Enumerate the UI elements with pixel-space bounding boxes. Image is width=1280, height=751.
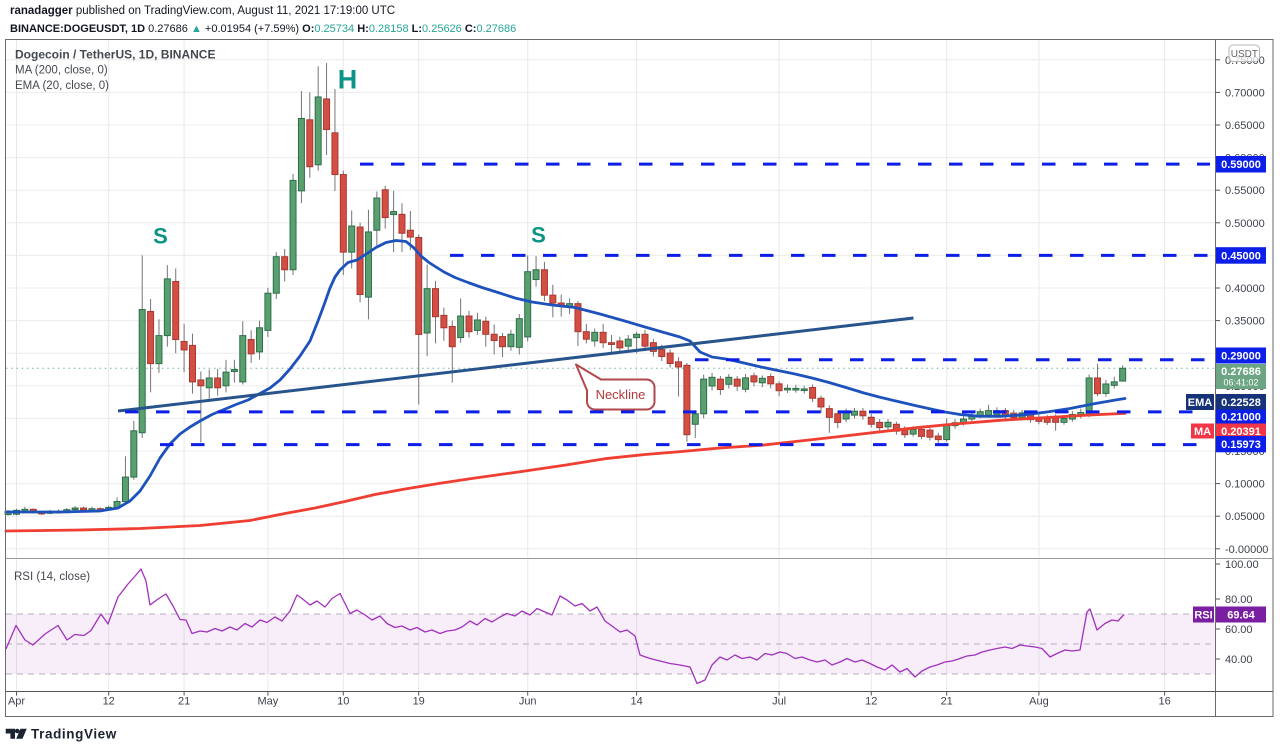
svg-text:0.10000: 0.10000 — [1225, 479, 1265, 491]
svg-text:0.40000: 0.40000 — [1225, 283, 1265, 295]
svg-text:0.59000: 0.59000 — [1221, 159, 1261, 171]
svg-text:21: 21 — [941, 696, 953, 708]
svg-text:Apr: Apr — [8, 696, 25, 708]
svg-text:Aug: Aug — [1029, 696, 1049, 708]
svg-text:0.50000: 0.50000 — [1225, 218, 1265, 230]
svg-text:0.15973: 0.15973 — [1221, 439, 1261, 451]
svg-text:ranadagger published on Tradin: ranadagger published on TradingView.com,… — [10, 5, 395, 17]
svg-text:TradingView: TradingView — [31, 727, 117, 742]
svg-text:0.27686: 0.27686 — [1221, 366, 1261, 378]
svg-text:0.65000: 0.65000 — [1225, 120, 1265, 132]
svg-text:0.35000: 0.35000 — [1225, 316, 1265, 328]
svg-text:BINANCE:DOGEUSDT, 1D 0.27686: BINANCE:DOGEUSDT, 1D 0.27686 ▲ +0.01954 … — [10, 23, 516, 35]
svg-text:0.22528: 0.22528 — [1221, 397, 1261, 409]
svg-text:12: 12 — [103, 696, 115, 708]
svg-text:60.00: 60.00 — [1225, 624, 1253, 636]
svg-text:12: 12 — [865, 696, 877, 708]
svg-text:0.29000: 0.29000 — [1221, 351, 1261, 363]
svg-text:19: 19 — [413, 696, 425, 708]
svg-text:RSI: RSI — [1194, 610, 1212, 622]
svg-text:69.64: 69.64 — [1227, 610, 1255, 622]
svg-text:RSI (14, close): RSI (14, close) — [14, 571, 90, 583]
svg-text:Jun: Jun — [519, 696, 537, 708]
svg-text:40.00: 40.00 — [1225, 654, 1253, 666]
svg-text:0.55000: 0.55000 — [1225, 185, 1265, 197]
svg-text:S: S — [153, 224, 168, 249]
svg-text:0.05000: 0.05000 — [1225, 511, 1265, 523]
svg-text:USDT: USDT — [1231, 49, 1258, 60]
svg-text:16: 16 — [1158, 696, 1170, 708]
svg-text:MA (200, close, 0): MA (200, close, 0) — [15, 65, 108, 77]
svg-text:0.21000: 0.21000 — [1221, 412, 1261, 424]
svg-text:Neckline: Neckline — [596, 387, 646, 402]
svg-text:S: S — [531, 223, 546, 248]
svg-text:May: May — [258, 696, 279, 708]
svg-text:100.00: 100.00 — [1225, 559, 1259, 571]
svg-text:EMA: EMA — [1188, 397, 1213, 409]
svg-text:0.45000: 0.45000 — [1221, 250, 1261, 262]
svg-text:-0.00000: -0.00000 — [1225, 544, 1268, 556]
svg-text:14: 14 — [630, 696, 642, 708]
svg-text:0.70000: 0.70000 — [1225, 87, 1265, 99]
svg-text:EMA (20, close, 0): EMA (20, close, 0) — [15, 80, 109, 92]
svg-text:0.20391: 0.20391 — [1221, 426, 1261, 438]
svg-text:10: 10 — [337, 696, 349, 708]
svg-text:21: 21 — [178, 696, 190, 708]
svg-text:80.00: 80.00 — [1225, 594, 1253, 606]
svg-text:06:41:02: 06:41:02 — [1223, 378, 1258, 388]
svg-text:H: H — [338, 65, 358, 95]
svg-text:Jul: Jul — [772, 696, 786, 708]
svg-text:Dogecoin / TetherUS, 1D, BINAN: Dogecoin / TetherUS, 1D, BINANCE — [15, 48, 215, 62]
svg-text:MA: MA — [1194, 426, 1211, 438]
